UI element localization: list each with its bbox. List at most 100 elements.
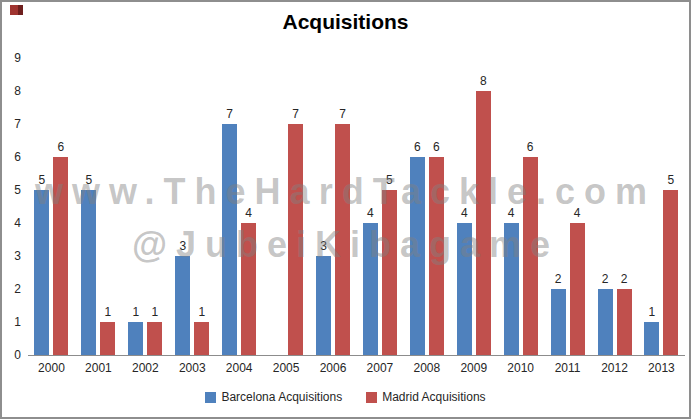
y-tick-label: 9 [14,52,21,64]
bar-slot: 7 [335,124,350,355]
x-tick-label: 2009 [450,361,497,375]
data-label: 2 [621,272,628,286]
bar-slot: 6 [410,157,425,355]
bar-slot: 4 [504,223,519,355]
x-tick-label: 2007 [356,361,403,375]
data-label: 7 [292,107,299,121]
bar: 6 [523,157,538,355]
data-label: 4 [461,206,468,220]
data-label: 4 [508,206,515,220]
bar-slot: 4 [570,223,585,355]
data-label: 6 [58,140,65,154]
bar-slot: 7 [288,124,303,355]
bar: 1 [644,322,659,355]
bar: 5 [34,190,49,355]
x-tick-label: 2006 [310,361,357,375]
data-label: 8 [480,74,487,88]
bar-slot: 1 [147,322,162,355]
data-label: 3 [320,239,327,253]
y-tick-label: 0 [14,349,21,361]
bar-slot: 1 [128,322,143,355]
x-tick-label: 2004 [216,361,263,375]
bar-slot: 8 [476,91,491,355]
x-tick-label: 2000 [28,361,75,375]
bar: 6 [53,157,68,355]
bar-slot: 6 [523,157,538,355]
bar: 7 [222,124,237,355]
bar-slot: 2 [617,289,632,355]
bar-slot: 1 [194,322,209,355]
chart-title: Acquisitions [2,10,689,34]
data-label: 5 [86,173,93,187]
data-label: 1 [132,305,139,319]
bar: 7 [335,124,350,355]
y-tick-label: 5 [14,184,21,196]
bar-slot: 4 [241,223,256,355]
bar-slot: 5 [34,190,49,355]
y-tick-label: 4 [14,217,21,229]
legend-item: Barcelona Acquisitions [205,390,342,404]
bar-slot: 6 [53,157,68,355]
bar-slot: 4 [363,223,378,355]
data-label: 6 [414,140,421,154]
y-tick-label: 2 [14,283,21,295]
bar: 7 [288,124,303,355]
bar: 1 [128,322,143,355]
x-tick-label: 2010 [497,361,544,375]
bar-group-2012: 22 [591,58,638,355]
bar-group-2003: 31 [169,58,216,355]
bar-group-2001: 51 [75,58,122,355]
bar-slot: 5 [81,190,96,355]
x-tick-label: 2002 [122,361,169,375]
data-label: 5 [668,173,675,187]
x-tick-label: 2012 [591,361,638,375]
bar-slot: 6 [429,157,444,355]
bars-region: 565111317473745664846242215 [28,58,685,355]
x-tick-label: 2011 [544,361,591,375]
bar-slot: 1 [644,322,659,355]
bar: 5 [382,190,397,355]
data-label: 4 [574,206,581,220]
acquisitions-bar-chart: Acquisitions 0123456789 5651113174737456… [0,0,691,419]
bar: 3 [316,256,331,355]
bar-slot: 2 [598,289,613,355]
x-tick-label: 2001 [75,361,122,375]
bar-group-2007: 45 [356,58,403,355]
bar: 4 [504,223,519,355]
plot-area: 565111317473745664846242215 [28,58,685,356]
x-tick-label: 2013 [638,361,685,375]
bar: 6 [429,157,444,355]
y-tick-label: 1 [14,316,21,328]
bar: 4 [457,223,472,355]
data-label: 1 [649,305,656,319]
bar: 8 [476,91,491,355]
y-tick-label: 6 [14,151,21,163]
data-label: 1 [105,305,112,319]
legend-label: Madrid Acquisitions [382,390,485,404]
data-label: 3 [179,239,186,253]
data-label: 1 [151,305,158,319]
bar-slot: 1 [100,322,115,355]
y-tick-label: 7 [14,118,21,130]
x-tick-label: 2005 [263,361,310,375]
data-label: 2 [555,272,562,286]
bar-group-2009: 48 [450,58,497,355]
bar-group-2011: 24 [544,58,591,355]
x-axis-labels: 2000200120022003200420052006200720082009… [28,361,685,375]
bar-group-2002: 11 [122,58,169,355]
bar: 4 [363,223,378,355]
legend-item: Madrid Acquisitions [366,390,485,404]
data-label: 4 [367,206,374,220]
bar-slot: 3 [316,256,331,355]
y-tick-label: 3 [14,250,21,262]
bar: 6 [410,157,425,355]
data-label: 7 [339,107,346,121]
legend-swatch [366,392,377,403]
bar: 1 [194,322,209,355]
data-label: 1 [198,305,205,319]
data-label: 7 [226,107,233,121]
x-tick-label: 2008 [403,361,450,375]
data-label: 4 [245,206,252,220]
y-axis: 0123456789 [4,58,21,355]
bar-group-2006: 37 [310,58,357,355]
